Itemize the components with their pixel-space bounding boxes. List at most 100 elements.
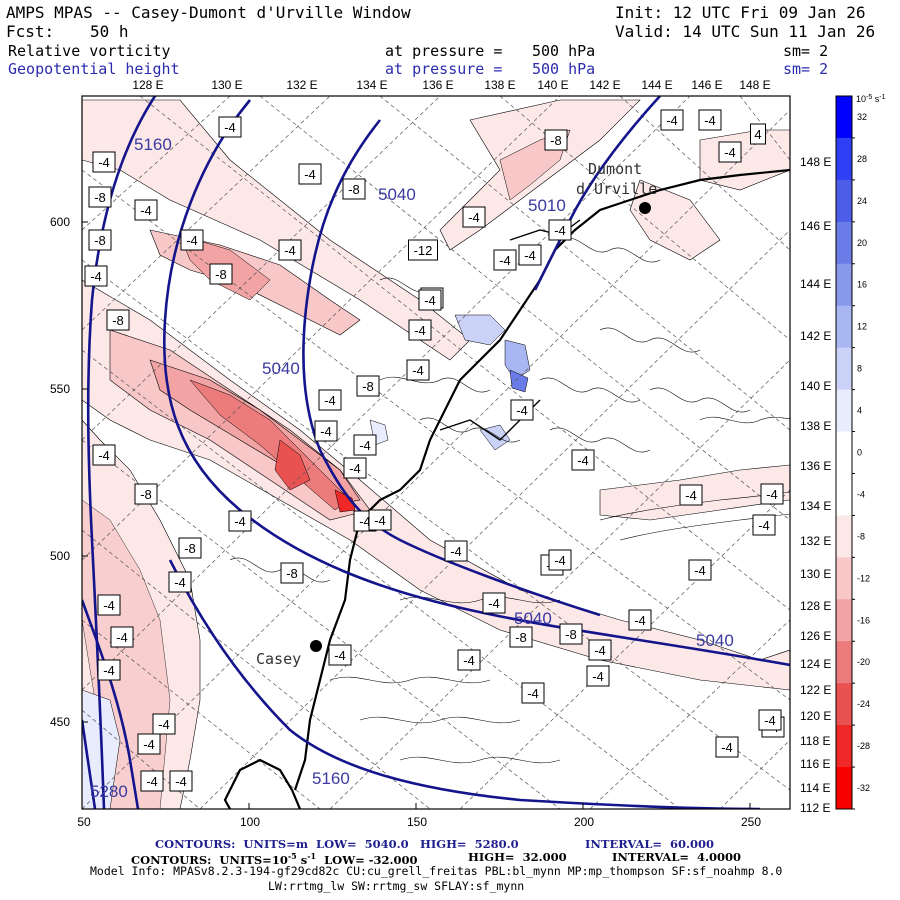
vorticity-label-text: -8 bbox=[362, 379, 374, 394]
vorticity-label: -4 bbox=[718, 141, 742, 163]
vorticity-label-text: -4 bbox=[724, 145, 736, 160]
height-contour-interval: INTERVAL= 60.000 bbox=[585, 837, 715, 851]
vorticity-label-text: -4 bbox=[577, 453, 589, 468]
vorticity-label-text: -4 bbox=[468, 210, 480, 225]
top-longitude-label: 142 E bbox=[589, 78, 620, 92]
x-tick: 50 bbox=[77, 815, 91, 829]
vorticity-label-box bbox=[718, 141, 742, 163]
height-contour-high: HIGH= 5280.0 bbox=[420, 837, 519, 851]
vorticity-label: -4 bbox=[218, 116, 242, 138]
vorticity-label-text: -4 bbox=[488, 596, 500, 611]
forecast-label: Fcst: bbox=[6, 22, 55, 41]
vorticity-label-box bbox=[559, 623, 583, 645]
vorticity-label-box bbox=[180, 229, 204, 251]
map-field-area bbox=[82, 96, 790, 809]
vorticity-label: -4 bbox=[137, 733, 161, 755]
vorticity-label: -4 bbox=[493, 249, 517, 271]
vorticity-label-box bbox=[444, 540, 468, 562]
vorticity-label-box bbox=[152, 713, 176, 735]
y-tick: 550 bbox=[50, 382, 70, 396]
vorticity-label: -4 bbox=[760, 483, 784, 505]
vorticity-label-box bbox=[509, 626, 533, 648]
vorticity-label: -4 bbox=[548, 219, 572, 241]
vorticity-label: -4 bbox=[152, 713, 176, 735]
vorticity-label: -4 bbox=[314, 420, 338, 442]
vorticity-label: -4 bbox=[368, 509, 392, 531]
right-longitude-label: 138 E bbox=[800, 419, 831, 433]
vorticity-label-box bbox=[406, 359, 430, 381]
vorticity-label: -4 bbox=[518, 244, 542, 266]
height-labels: 5160 5040 5040 5010 5040 5040 5160 5280 bbox=[90, 135, 734, 801]
vorticity-contour-interval: INTERVAL= 4.0000 bbox=[612, 850, 742, 864]
top-longitude-label: 144 E bbox=[641, 78, 672, 92]
lat-lon-grid bbox=[82, 96, 790, 809]
vorticity-label: -4 bbox=[97, 594, 121, 616]
vorticity-label-text: -4 bbox=[554, 553, 566, 568]
vorticity-label-text: -4 bbox=[592, 669, 604, 684]
vorticity-label-box bbox=[457, 649, 481, 671]
vorticity-label-box bbox=[408, 239, 438, 261]
vorticity-label: -8 bbox=[342, 178, 366, 200]
vorticity-label-text: -4 bbox=[143, 737, 155, 752]
vorticity-label-box bbox=[482, 592, 506, 614]
vorticity-label: -4 bbox=[758, 709, 782, 731]
field-name-height: Geopotential height bbox=[8, 60, 180, 78]
vorticity-label-box bbox=[88, 186, 112, 208]
vorticity-label: -8 bbox=[356, 375, 380, 397]
vorticity-label-text: -4 bbox=[766, 487, 778, 502]
vorticity-label-text: -4 bbox=[764, 713, 776, 728]
vorticity-label-text: -4 bbox=[758, 518, 770, 533]
vorticity-label-box bbox=[586, 665, 610, 687]
vorticity-label-text: -4 bbox=[140, 203, 152, 218]
vorticity-label: -4 bbox=[628, 609, 652, 631]
vorticity-label-box bbox=[106, 309, 130, 331]
vorticity-label-box bbox=[278, 239, 302, 261]
vorticity-label: -4 bbox=[353, 434, 377, 456]
dumont-station-label-2: d'Urville bbox=[576, 180, 657, 198]
vorticity-label-box bbox=[356, 375, 380, 397]
vorticity-label-box bbox=[209, 263, 233, 285]
vorticity-label-text: -8 bbox=[94, 233, 106, 248]
forecast-hour: 50 h bbox=[90, 22, 129, 41]
vorticity-label: -8 bbox=[134, 483, 158, 505]
vorticity-label-text: -8 bbox=[112, 313, 124, 328]
vorticity-label-text: -4 bbox=[158, 717, 170, 732]
vorticity-label-text: -8 bbox=[286, 566, 298, 581]
vorticity-label: -4 bbox=[97, 659, 121, 681]
vorticity-label: -8 bbox=[88, 229, 112, 251]
model-info-2: LW:rrtmg_lw SW:rrtmg_sw SFLAY:sf_mynn bbox=[268, 879, 525, 893]
vorticity-label-box bbox=[228, 510, 252, 532]
vorticity-label: -4 bbox=[679, 484, 703, 506]
vorticity-label-text: -4 bbox=[98, 448, 110, 463]
vorticity-label: -4 bbox=[168, 571, 192, 593]
vorticity-label-text: 4 bbox=[754, 127, 761, 142]
vorticity-label-text: -4 bbox=[324, 393, 336, 408]
vorticity-label-box bbox=[368, 509, 392, 531]
vorticity-label-text: -4 bbox=[98, 155, 110, 170]
vorticity-label-box bbox=[84, 265, 108, 287]
vorticity-label-box bbox=[97, 659, 121, 681]
vorticity-label: -4 bbox=[92, 151, 116, 173]
right-longitude-label: 120 E bbox=[800, 709, 831, 723]
y-tick: 600 bbox=[50, 215, 70, 229]
vorticity-labels: -4 -4 -4-8-44-4-8-4-4-8-4-8 -4-4 -12-8-4-8-4… bbox=[84, 109, 785, 792]
top-longitude-labels: 128 E 130 E 132 E 134 E 136 E 138 E 140 E 142 E… bbox=[132, 78, 770, 92]
top-longitude-label: 146 E bbox=[691, 78, 722, 92]
top-longitude-label: 148 E bbox=[739, 78, 770, 92]
x-tick: 200 bbox=[574, 815, 594, 829]
vorticity-label-box bbox=[715, 736, 739, 758]
y-axis-labels: 600 550 500 450 bbox=[50, 215, 70, 729]
vorticity-label-box bbox=[510, 399, 534, 421]
height-label: 5280 bbox=[90, 782, 128, 801]
vorticity-label-text: -4 bbox=[634, 613, 646, 628]
vorticity-label-text: -8 bbox=[515, 630, 527, 645]
vorticity-label-text: -4 bbox=[320, 424, 332, 439]
vorticity-label: -4 bbox=[318, 389, 342, 411]
height-label: 5040 bbox=[514, 609, 552, 628]
right-longitude-label: 142 E bbox=[800, 329, 831, 343]
vorticity-label: -4 bbox=[521, 682, 545, 704]
vorticity-label-text: -4 bbox=[594, 643, 606, 658]
vorticity-label-box bbox=[92, 151, 116, 173]
vorticity-label-text: -4 bbox=[721, 740, 733, 755]
right-longitude-label: 136 E bbox=[800, 459, 831, 473]
